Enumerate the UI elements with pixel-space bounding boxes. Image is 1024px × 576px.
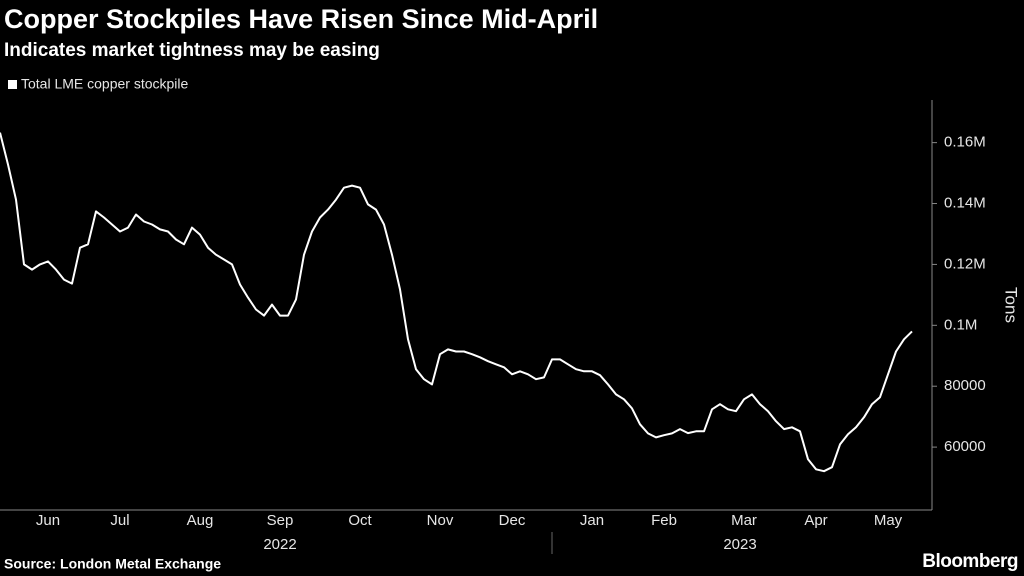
x-tick-label: Oct	[348, 512, 372, 529]
chart-subtitle: Indicates market tightness may be easing	[4, 40, 380, 61]
legend-swatch	[8, 80, 17, 89]
x-tick-label: Aug	[187, 512, 214, 529]
y-tick-label: 0.1M	[944, 316, 977, 333]
year-label: 2023	[723, 536, 756, 553]
brand: Bloomberg	[922, 551, 1018, 572]
line	[0, 132, 913, 473]
x-tick-label: Dec	[499, 512, 526, 529]
x-tick-label: Nov	[427, 512, 454, 529]
x-tick-label: Feb	[651, 512, 677, 529]
chart-title: Copper Stockpiles Have Risen Since Mid-A…	[4, 4, 598, 34]
x-tick-label: Mar	[731, 512, 757, 529]
x-tick-label: Jun	[36, 512, 60, 529]
y-tick-label: 60000	[944, 438, 986, 455]
y-tick-label: 0.14M	[944, 194, 986, 211]
y-tick-label: 0.16M	[944, 134, 986, 151]
y-tick-label: 80000	[944, 377, 986, 394]
x-tick-label: Sep	[267, 512, 294, 529]
x-tick-label: Apr	[804, 512, 827, 529]
x-tick-label: Jul	[110, 512, 129, 529]
x-tick-label: Jan	[580, 512, 604, 529]
source: Source: London Metal Exchange	[4, 556, 221, 572]
x-tick-label: May	[874, 512, 903, 529]
y-tick-label: 0.12M	[944, 255, 986, 272]
year-label: 2022	[263, 536, 296, 553]
legend-label: Total LME copper stockpile	[21, 76, 189, 92]
y-axis-label: Tons	[1002, 287, 1021, 323]
